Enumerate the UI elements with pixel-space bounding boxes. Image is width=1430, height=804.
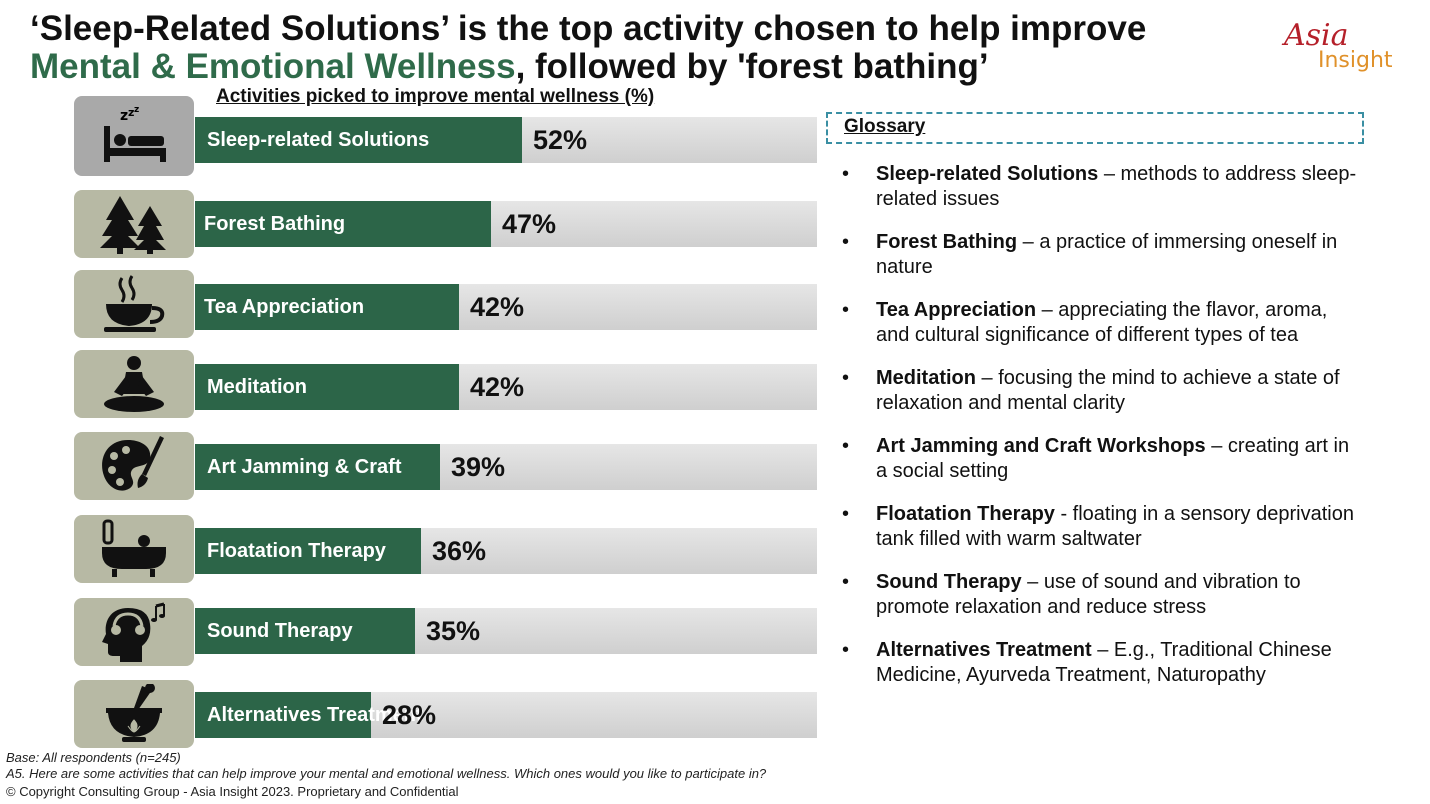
glossary-item: • Tea Appreciation – appreciating the fla… bbox=[840, 298, 1360, 348]
glossary-term: Forest Bathing bbox=[876, 231, 1018, 253]
glossary-item: • Alternatives Treatment – E.g., Traditio… bbox=[840, 638, 1360, 688]
title-line-2-rest: , followed by 'forest bathing’ bbox=[515, 47, 989, 86]
value-label: 52% bbox=[533, 125, 588, 155]
bar bbox=[195, 201, 491, 247]
glossary-item: • Forest Bathing – a practice of immersin… bbox=[840, 230, 1360, 280]
value-label: 36% bbox=[432, 536, 487, 566]
meditation-icon bbox=[74, 350, 194, 418]
glossary-desc: – focusing the mind to achieve a state o… bbox=[876, 367, 1340, 414]
value-label: 28% bbox=[382, 700, 437, 730]
slide-title: ‘Sleep-Related Solutions’ is the top act… bbox=[30, 10, 1250, 86]
logo-text-insight: Insight bbox=[1318, 48, 1393, 73]
bullet: • bbox=[842, 503, 850, 525]
glossary-desc: – E.g., Traditional Chinese Medicine, Ay… bbox=[876, 639, 1332, 686]
asia-insight-logo: Asia Insight bbox=[1284, 18, 1394, 82]
bullet: • bbox=[842, 299, 850, 321]
copyright-note: © Copyright Consulting Group - Asia Insi… bbox=[6, 784, 459, 799]
title-line-1: ‘Sleep-Related Solutions’ is the top act… bbox=[30, 9, 1147, 48]
glossary-item: • Art Jamming and Craft Workshops – creat… bbox=[840, 434, 1360, 484]
base-note: Base: All respondents (n=245) bbox=[6, 750, 181, 765]
value-label: 47% bbox=[502, 209, 557, 239]
value-label: 35% bbox=[426, 616, 481, 646]
bar-label: Floatation Therapy bbox=[207, 540, 386, 562]
glossary-desc: – creating art in a social setting bbox=[876, 435, 1350, 482]
bar-label: Sleep-related Solutions bbox=[207, 129, 430, 151]
trees-icon bbox=[74, 190, 194, 258]
bar-label: Sound Therapy bbox=[207, 620, 353, 642]
bar-label: Alternatives Treatment bbox=[207, 704, 423, 726]
bullet: • bbox=[842, 163, 850, 185]
glossary-desc: – a practice of immersing oneself in nat… bbox=[876, 231, 1338, 278]
glossary-desc: – use of sound and vibration to promote … bbox=[876, 571, 1301, 618]
glossary-term: Art Jamming and Craft Workshops bbox=[876, 435, 1206, 457]
title-line-2: Mental & Emotional Wellness, followed by… bbox=[30, 48, 1250, 86]
glossary-term: Sound Therapy bbox=[876, 571, 1022, 593]
mortar-pestle-icon bbox=[74, 680, 194, 748]
glossary-term: Sleep-related Solutions bbox=[876, 163, 1099, 185]
title-highlight: Mental & Emotional Wellness bbox=[30, 47, 516, 86]
glossary-list: • Sleep-related Solutions – methods to ad… bbox=[840, 162, 1360, 706]
glossary-header-box: Glossary bbox=[826, 112, 1364, 144]
glossary-desc: - floating in a sensory deprivation tank… bbox=[876, 503, 1354, 550]
value-label: 39% bbox=[451, 452, 506, 482]
glossary-heading: Glossary bbox=[844, 116, 926, 137]
bar bbox=[195, 608, 415, 654]
bathtub-icon bbox=[74, 515, 194, 583]
headphones-icon bbox=[74, 598, 194, 666]
bullet: • bbox=[842, 231, 850, 253]
chart-title: Activities picked to improve mental well… bbox=[216, 86, 655, 107]
bar bbox=[195, 284, 459, 330]
bullet: • bbox=[842, 639, 850, 661]
bar bbox=[195, 528, 421, 574]
bar bbox=[195, 444, 440, 490]
bar-label: Meditation bbox=[207, 376, 307, 398]
bullet: • bbox=[842, 435, 850, 457]
bar-label: Tea Appreciation bbox=[204, 296, 365, 318]
logo-text-asia: Asia bbox=[1284, 18, 1349, 53]
question-note: A5. Here are some activities that can he… bbox=[6, 766, 767, 781]
value-label: 42% bbox=[470, 292, 525, 322]
tea-cup-icon bbox=[74, 270, 194, 338]
glossary-item: • Meditation – focusing the mind to achie… bbox=[840, 366, 1360, 416]
glossary-item: • Sleep-related Solutions – methods to ad… bbox=[840, 162, 1360, 212]
glossary-term: Alternatives Treatment bbox=[876, 639, 1092, 661]
svg-text:z: z bbox=[128, 106, 134, 119]
bar bbox=[195, 117, 522, 163]
glossary-item: • Sound Therapy – use of sound and vibrat… bbox=[840, 570, 1360, 620]
bar bbox=[195, 692, 371, 738]
glossary-term: Meditation bbox=[876, 367, 976, 389]
art-palette-icon bbox=[74, 432, 194, 500]
bar-label: Art Jamming & Craft bbox=[207, 456, 402, 478]
svg-text:z: z bbox=[120, 108, 128, 124]
glossary-term: Floatation Therapy bbox=[876, 503, 1055, 525]
glossary-desc: – appreciating the flavor, aroma, and cu… bbox=[876, 299, 1328, 346]
bar bbox=[195, 364, 459, 410]
value-label: 42% bbox=[470, 372, 525, 402]
bar-label: Forest Bathing bbox=[204, 213, 346, 235]
bullet: • bbox=[842, 571, 850, 593]
glossary-item: • Floatation Therapy - floating in a sens… bbox=[840, 502, 1360, 552]
glossary-term: Tea Appreciation bbox=[876, 299, 1037, 321]
svg-text:z: z bbox=[134, 106, 139, 115]
glossary-desc: – methods to address sleep-related issue… bbox=[876, 163, 1357, 210]
bullet: • bbox=[842, 367, 850, 389]
